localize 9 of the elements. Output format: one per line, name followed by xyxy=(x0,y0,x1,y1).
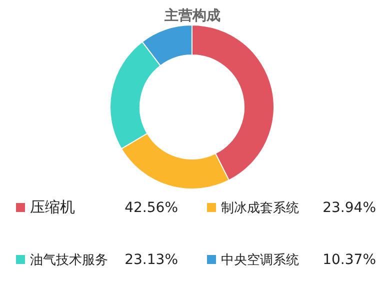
data-label: 23.13% xyxy=(124,252,178,268)
chart-title: 主营构成 xyxy=(164,7,220,24)
legend-label: 中央空调系统 xyxy=(221,253,299,268)
legend-label: 制冰成套系统 xyxy=(221,201,299,216)
legend-label: 压缩机 xyxy=(30,198,75,216)
data-label: 10.37% xyxy=(322,252,376,268)
data-label: 23.94% xyxy=(322,200,376,216)
legend-label: 油气技术服务 xyxy=(30,253,108,268)
data-label: 42.56% xyxy=(124,200,178,216)
